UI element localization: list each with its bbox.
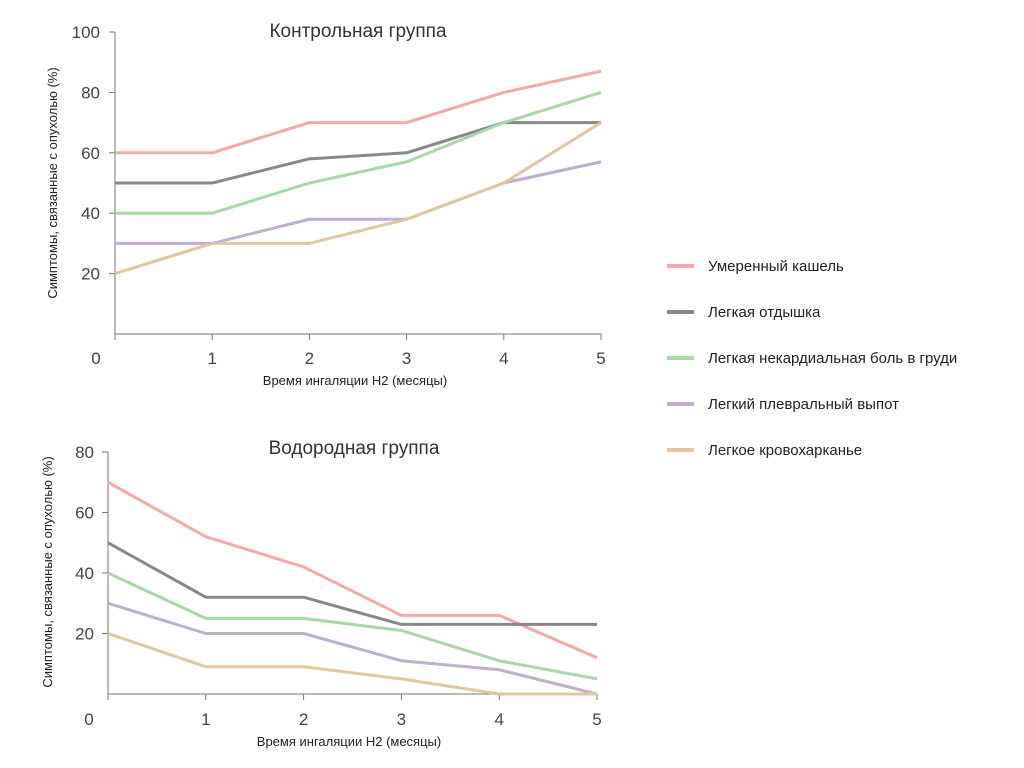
y-axis-label: Симптомы, связанные с опухолью (%) xyxy=(40,456,55,687)
y-tick-label: 20 xyxy=(75,625,94,644)
series-line-3 xyxy=(115,90,602,215)
x-axis-label: Время ингаляции H2 (месяцы) xyxy=(257,734,441,749)
series-line-1 xyxy=(115,69,602,155)
legend: Умеренный кашель Легкая отдышка Легкая нек… xyxy=(667,258,957,459)
chart-title: Водородная группа xyxy=(269,438,440,459)
y-tick-label: 40 xyxy=(81,204,100,223)
y-tick-label: 60 xyxy=(81,144,100,163)
x-tick-label: 1 xyxy=(201,710,210,729)
x-tick-label: 3 xyxy=(397,710,406,729)
legend-label: Умеренный кашель xyxy=(708,258,844,275)
series-line-2 xyxy=(115,121,601,185)
origin-tick-label: 0 xyxy=(91,349,100,368)
legend-label: Легкая некардиальная боль в груди xyxy=(708,350,957,367)
x-tick-label: 4 xyxy=(494,710,503,729)
legend-label: Легкий плевральный выпот xyxy=(708,396,899,413)
series-line-2 xyxy=(107,541,597,626)
x-tick-label: 4 xyxy=(499,349,508,368)
y-tick-label: 100 xyxy=(72,23,100,42)
origin-tick-label: 0 xyxy=(84,710,93,729)
legend-label: Легкое кровохарканье xyxy=(708,442,862,459)
y-tick-label: 80 xyxy=(81,83,100,102)
series-line-4 xyxy=(115,160,602,245)
series-line-5 xyxy=(107,632,597,696)
series-line-3 xyxy=(107,571,598,681)
legend-label: Легкая отдышка xyxy=(708,304,821,321)
series-line-1 xyxy=(107,480,598,660)
y-tick-label: 60 xyxy=(75,504,94,523)
y-axis-label: Симптомы, связанные с опухолью (%) xyxy=(45,67,60,298)
x-tick-label: 5 xyxy=(592,710,601,729)
chart-title: Контрольная группа xyxy=(269,21,447,42)
control-group-chart: 20 40 60 80 100 0 1 2 3 4 5 Контрольная группа Время… xyxy=(45,21,606,388)
x-tick-label: 1 xyxy=(207,349,216,368)
series-line-5 xyxy=(114,121,602,276)
x-tick-label: 2 xyxy=(305,349,314,368)
y-tick-label: 20 xyxy=(81,265,100,284)
x-axis-label: Время ингаляции H2 (месяцы) xyxy=(263,373,447,388)
hydrogen-group-chart: 20 40 60 80 0 1 2 3 4 5 Водородная группа Время инг… xyxy=(40,438,602,749)
x-tick-label: 3 xyxy=(402,349,411,368)
series-line-4 xyxy=(107,601,598,696)
x-tick-label: 2 xyxy=(299,710,308,729)
y-tick-label: 80 xyxy=(75,443,94,462)
y-tick-label: 40 xyxy=(75,564,94,583)
x-tick-label: 5 xyxy=(596,349,605,368)
